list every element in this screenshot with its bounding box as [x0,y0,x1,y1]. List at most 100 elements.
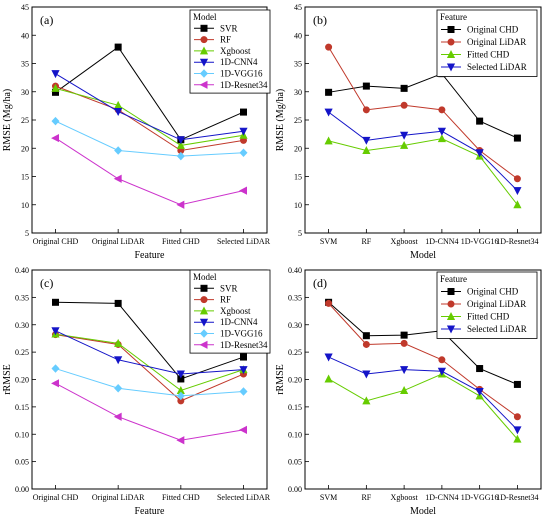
data-point [513,134,521,142]
legend-label: Selected LiDAR [467,324,527,334]
x-tick-label: Original LiDAR [92,493,145,502]
data-point [176,370,185,379]
data-point [324,136,333,145]
legend-marker [447,38,455,46]
x-tick-label: 1D-Resnet34 [496,237,538,246]
y-tick-label: 0.20 [288,376,302,385]
panel-label: (b) [313,13,327,27]
legend-marker [200,284,208,292]
data-point [513,187,522,196]
series-line [55,334,244,402]
series-line [55,46,244,141]
data-point [476,117,484,125]
data-point [513,413,521,421]
legend-marker [199,318,209,327]
data-point [324,374,333,383]
data-point [362,82,370,90]
data-point [400,339,408,347]
series-original-chd [325,70,521,142]
data-point [400,101,408,109]
data-point [438,356,446,364]
legend-marker [200,24,208,32]
y-tick-label: 0.15 [15,403,29,412]
data-point [513,380,521,388]
series-line [328,303,518,418]
data-point [437,367,446,376]
series-1d-resnet34 [51,133,247,209]
y-tick-label: 0.25 [15,348,29,357]
y-tick-label: 0.15 [288,403,302,412]
chart-panel-a: 5 10 15 20 25 30 35 40 45 Original CHD Original Li… [2,3,271,261]
legend-label: 1D-Resnet34 [220,340,268,350]
data-point [400,331,408,339]
y-tick-label: 0.35 [288,293,302,302]
y-tick-label: 0.00 [288,485,302,494]
data-point [176,436,185,445]
legend-label: 1D-CNN4 [220,317,258,327]
x-tick-label: 1D-CNN4 [425,237,458,246]
y-tick-label: 20 [294,144,302,153]
y-axis-label: rRMSE [2,364,13,395]
y-tick-label: 0.40 [288,266,302,275]
y-tick-label: 25 [21,116,29,125]
data-point [239,366,248,375]
data-point [176,140,185,149]
series-1d-vgg16 [51,364,248,401]
y-tick-label: 0.05 [288,458,302,467]
y-tick-label: 0.20 [15,376,29,385]
legend-marker [446,325,456,334]
series-original-lidar [325,299,521,421]
data-point [239,387,248,396]
x-tick-label: SVM [320,237,337,246]
series-line [55,301,244,380]
legend-label: 1D-VGG16 [220,69,263,79]
data-point [176,200,185,209]
y-tick-label: 30 [21,88,29,97]
legend-marker [199,340,208,349]
series-line [328,46,518,180]
data-point [239,425,247,434]
series-line [328,73,518,139]
legend-label: Original LiDAR [467,299,526,309]
y-tick-label: 45 [294,3,302,12]
x-tick-label: Original CHD [33,237,79,246]
y-tick-label: 35 [21,60,29,69]
series-line [328,138,518,206]
y-tick-label: 40 [21,31,29,40]
legend-marker [446,312,456,321]
series-line [328,301,518,385]
data-point [513,434,522,443]
data-point [114,356,123,365]
legend-marker [447,287,455,295]
series-line [55,137,244,206]
data-point [114,384,123,393]
x-axis-label: Model [410,250,436,261]
series-line [55,382,244,441]
y-tick-label: 15 [294,173,302,182]
series-1d-resnet34 [51,379,247,445]
legend-label: RF [220,35,231,45]
x-tick-label: Fitted CHD [162,493,200,502]
y-tick-label: 0.10 [15,430,29,439]
y-tick-label: 10 [21,201,29,210]
x-tick-label: 1D-Resnet34 [496,493,538,502]
y-tick-label: 45 [21,3,29,12]
legend-title: Feature [440,12,467,22]
x-tick-label: Original CHD [33,493,79,502]
x-axis-label: Feature [135,250,166,261]
legend-marker [199,58,209,67]
data-point [114,108,123,116]
legend-label: SVR [220,283,238,293]
data-point [176,151,185,161]
series-line [55,73,244,141]
y-tick-label: 40 [294,31,302,40]
y-tick-label: 0.40 [15,266,29,275]
legend-marker [199,69,209,78]
y-tick-label: 0.35 [15,293,29,302]
series-line [328,356,518,431]
series-line [55,85,244,152]
data-point [114,146,123,155]
legend-marker [199,80,208,89]
x-tick-label: Selected LiDAR [217,237,271,246]
